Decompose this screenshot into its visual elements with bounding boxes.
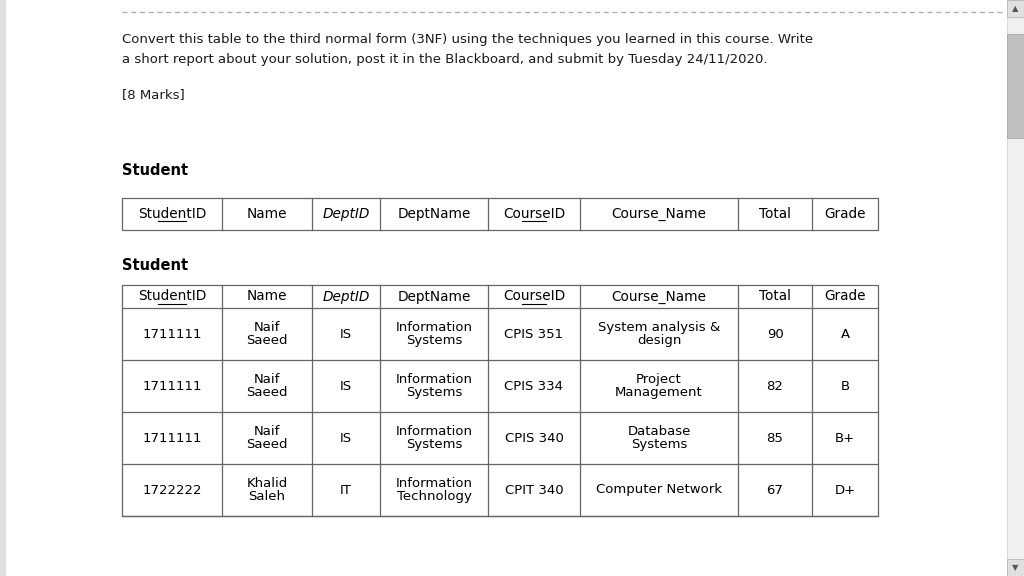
Text: Course_Name: Course_Name (611, 207, 707, 221)
Text: Management: Management (615, 386, 702, 399)
Text: [8 Marks]: [8 Marks] (122, 88, 184, 101)
Text: 1722222: 1722222 (142, 483, 202, 497)
Text: 1711111: 1711111 (142, 431, 202, 445)
Text: 1711111: 1711111 (142, 328, 202, 340)
Text: CPIT 340: CPIT 340 (505, 483, 563, 497)
Text: Saleh: Saleh (249, 490, 286, 503)
Bar (1007, 559, 1024, 576)
Text: DeptID: DeptID (323, 290, 370, 304)
Bar (122, 198, 878, 230)
Text: ▼: ▼ (1013, 563, 1019, 572)
Text: Student: Student (122, 258, 188, 273)
Text: B: B (841, 380, 850, 392)
Text: Naif: Naif (254, 373, 281, 386)
Text: design: design (637, 334, 681, 347)
Text: IS: IS (340, 380, 352, 392)
Text: CourseID: CourseID (503, 290, 565, 304)
Text: Information: Information (395, 425, 472, 438)
Text: Grade: Grade (824, 290, 865, 304)
Bar (0, 0, 6, 576)
Text: Khalid: Khalid (247, 478, 288, 490)
Text: Student: Student (122, 163, 188, 178)
Text: IS: IS (340, 431, 352, 445)
Bar (1007, 0, 1024, 17)
Text: Information: Information (395, 478, 472, 490)
Text: 82: 82 (767, 380, 783, 392)
Text: CourseID: CourseID (503, 207, 565, 221)
Text: Name: Name (247, 290, 288, 304)
Text: Saeed: Saeed (246, 438, 288, 450)
Text: System analysis &: System analysis & (598, 321, 720, 334)
Text: Technology: Technology (396, 490, 471, 503)
Text: Grade: Grade (824, 207, 865, 221)
Text: Saeed: Saeed (246, 334, 288, 347)
Text: A: A (841, 328, 850, 340)
Text: Saeed: Saeed (246, 386, 288, 399)
Text: Naif: Naif (254, 425, 281, 438)
Text: 1711111: 1711111 (142, 380, 202, 392)
Text: a short report about your solution, post it in the Blackboard, and submit by Tue: a short report about your solution, post… (122, 53, 768, 66)
Text: Convert this table to the third normal form (3NF) using the techniques you learn: Convert this table to the third normal f… (122, 33, 813, 46)
Text: 67: 67 (767, 483, 783, 497)
Text: CPIS 340: CPIS 340 (505, 431, 563, 445)
Text: CPIS 351: CPIS 351 (505, 328, 563, 340)
Text: Naif: Naif (254, 321, 281, 334)
Text: CPIS 334: CPIS 334 (505, 380, 563, 392)
Text: D+: D+ (835, 483, 856, 497)
Text: Systems: Systems (406, 334, 462, 347)
Text: DeptID: DeptID (323, 207, 370, 221)
Text: Total: Total (759, 207, 791, 221)
Text: Systems: Systems (406, 438, 462, 450)
Text: B+: B+ (835, 431, 855, 445)
Text: Systems: Systems (631, 438, 687, 450)
Text: Name: Name (247, 207, 288, 221)
Text: Systems: Systems (406, 386, 462, 399)
Text: Total: Total (759, 290, 791, 304)
Text: 90: 90 (767, 328, 783, 340)
Text: ▲: ▲ (1013, 4, 1019, 13)
Bar (122, 285, 878, 516)
Bar (1007, 0, 1024, 576)
Bar (1007, 35, 1024, 138)
Text: DeptName: DeptName (397, 207, 471, 221)
Text: IT: IT (340, 483, 352, 497)
Text: Computer Network: Computer Network (596, 483, 722, 497)
Text: StudentID: StudentID (138, 290, 206, 304)
Text: DeptName: DeptName (397, 290, 471, 304)
Text: Information: Information (395, 373, 472, 386)
Text: 85: 85 (767, 431, 783, 445)
Text: Course_Name: Course_Name (611, 290, 707, 304)
Text: IS: IS (340, 328, 352, 340)
Text: Database: Database (628, 425, 690, 438)
Text: Information: Information (395, 321, 472, 334)
Text: Project: Project (636, 373, 682, 386)
Text: StudentID: StudentID (138, 207, 206, 221)
